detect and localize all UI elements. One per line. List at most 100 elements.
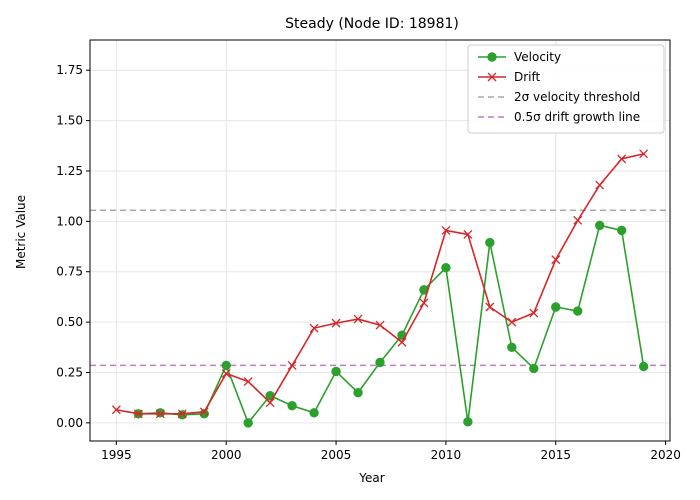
chart-title: Steady (Node ID: 18981): [285, 16, 459, 32]
y-tick-label: 1.00: [56, 214, 83, 228]
x-tick-label: 2020: [650, 448, 681, 462]
data-point: [375, 357, 385, 368]
y-axis-label: Metric Value: [14, 195, 28, 269]
y-tick-label: 0.75: [56, 265, 83, 279]
data-point: [507, 342, 517, 352]
data-point: [507, 317, 517, 327]
y-tick-label: 1.25: [56, 164, 83, 178]
data-point-stroke: [617, 154, 627, 164]
data-point-stroke: [463, 229, 473, 239]
y-tick-label: 0.00: [56, 416, 83, 430]
data-point-stroke: [309, 323, 319, 333]
series-drift: [111, 149, 649, 419]
data-point: [287, 360, 297, 370]
data-point: [616, 225, 627, 236]
data-point: [487, 72, 497, 82]
data-point: [331, 318, 341, 328]
y-tick-label: 1.50: [56, 114, 83, 128]
y-tick-label: 0.25: [56, 365, 83, 379]
data-point-stroke: [265, 398, 275, 408]
legend-label: 0.5σ drift growth line: [514, 110, 640, 124]
data-point-stroke: [487, 72, 497, 82]
data-point: [221, 369, 231, 378]
data-point: [639, 149, 649, 159]
data-point: [487, 52, 497, 62]
data-point: [419, 298, 429, 308]
data-point-stroke: [419, 298, 429, 308]
data-point-stroke: [199, 407, 209, 417]
data-point: [287, 401, 297, 411]
data-point-stroke: [287, 360, 297, 370]
data-point: [638, 361, 649, 372]
x-tick-label: 1995: [101, 448, 132, 462]
series: [111, 149, 649, 428]
legend-entry: 0.5σ drift growth line: [478, 110, 640, 124]
data-point: [529, 308, 539, 318]
ticks: 1995 2000 2005 2010 2015 2020 0.00 0.25 0.50 0.75…: [56, 63, 681, 462]
data-point: [177, 410, 187, 420]
data-point: [265, 398, 275, 408]
data-point: [397, 337, 407, 347]
data-point: [177, 409, 187, 419]
data-point: [551, 302, 561, 312]
data-point: [331, 366, 341, 377]
data-point: [594, 220, 605, 231]
y-tick-label: 0.50: [56, 315, 83, 329]
data-point: [617, 154, 627, 164]
data-point: [441, 225, 451, 235]
legend-box: [467, 44, 665, 134]
data-point-stroke: [573, 215, 583, 225]
data-point: [309, 323, 319, 333]
data-point-stroke: [243, 377, 253, 387]
data-point: [155, 409, 165, 419]
data-point: [309, 408, 319, 418]
data-point-stroke: [155, 409, 165, 419]
data-point: [573, 215, 583, 225]
legend-entry: Drift: [478, 70, 541, 84]
grid: [90, 40, 670, 441]
y-tick-label: 1.75: [56, 63, 83, 77]
data-point: [353, 314, 363, 324]
data-point: [463, 417, 473, 427]
data-point: [551, 255, 561, 265]
data-point-stroke: [133, 409, 143, 419]
data-point: [595, 180, 605, 190]
data-point: [221, 360, 231, 371]
data-point-stroke: [397, 337, 407, 347]
data-point-stroke: [441, 225, 451, 235]
data-point-stroke: [331, 318, 341, 328]
legend-entry: 2σ velocity threshold: [478, 90, 640, 104]
data-point: [485, 302, 495, 312]
data-point: [133, 409, 143, 419]
x-tick-label: 2005: [321, 448, 352, 462]
legend-label: Drift: [514, 70, 541, 84]
data-point: [441, 263, 451, 273]
data-point-stroke: [551, 255, 561, 265]
data-point-stroke: [507, 317, 517, 327]
data-point-stroke: [529, 308, 539, 318]
x-tick-label: 2000: [211, 448, 242, 462]
data-point: [573, 306, 583, 316]
data-point: [111, 405, 121, 415]
legend-label: 2σ velocity threshold: [514, 90, 640, 104]
data-point-stroke: [595, 180, 605, 190]
legend: Velocity Drift 2σ velocity threshold 0.5σ d…: [467, 44, 665, 134]
x-tick-label: 2010: [431, 448, 462, 462]
legend-entry: Velocity: [478, 50, 561, 64]
data-point: [485, 237, 495, 248]
legend-label: Velocity: [514, 50, 561, 64]
x-tick-label: 2015: [540, 448, 571, 462]
data-point: [375, 320, 385, 330]
data-point-stroke: [353, 314, 363, 324]
data-point-stroke: [111, 405, 121, 415]
data-point: [463, 229, 473, 239]
axes-frame: [89, 39, 671, 442]
x-axis-label: Year: [358, 471, 384, 485]
data-point-stroke: [375, 320, 385, 330]
data-point: [199, 407, 209, 417]
data-point: [353, 387, 363, 398]
data-point: [155, 408, 166, 418]
data-point-stroke: [639, 149, 649, 159]
data-point: [529, 363, 539, 374]
